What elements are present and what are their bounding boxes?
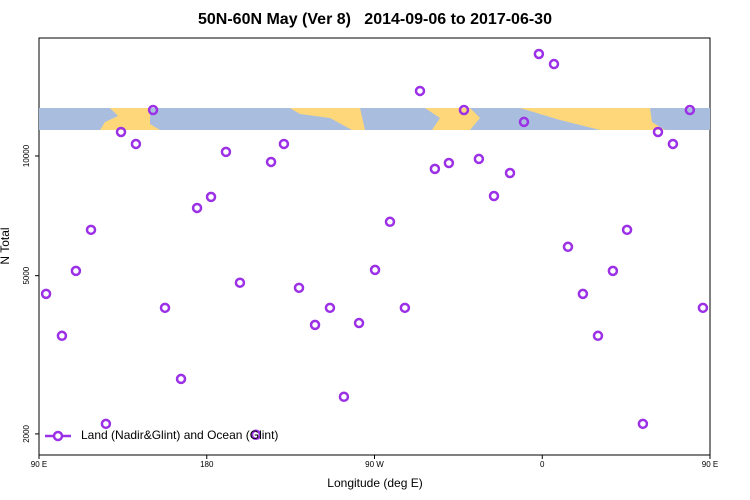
- x-axis-label: Longitude (deg E): [327, 476, 422, 490]
- data-point: [518, 116, 530, 128]
- data-point: [488, 190, 500, 202]
- data-point: [175, 373, 187, 385]
- data-point: [309, 319, 321, 331]
- y-tick-label: 5000: [22, 266, 31, 284]
- x-tick-label: 90 W: [365, 460, 384, 469]
- map-ocean: [39, 108, 710, 130]
- data-point: [384, 216, 396, 228]
- legend-label: Land (Nadir&Glint) and Ocean (Glint): [81, 428, 278, 442]
- data-point: [399, 302, 411, 314]
- data-point: [652, 126, 664, 138]
- data-point: [443, 157, 455, 169]
- data-point: [577, 288, 589, 300]
- data-point: [458, 104, 470, 116]
- data-point: [159, 302, 171, 314]
- data-point: [234, 277, 246, 288]
- data-point: [473, 153, 485, 165]
- y-tick-label: 2000: [22, 424, 31, 442]
- data-point: [115, 126, 127, 138]
- data-point: [429, 163, 441, 175]
- data-point: [684, 104, 696, 116]
- data-point: [369, 264, 381, 276]
- plot-frame: [38, 37, 711, 456]
- data-point: [250, 429, 262, 441]
- x-tick-label: 0: [540, 460, 545, 469]
- data-point: [147, 104, 159, 116]
- data-point: [40, 288, 52, 300]
- x-tick-label: 90 E: [702, 460, 718, 469]
- chart-title: 50N-60N May (Ver 8) 2014-09-06 to 2017-0…: [198, 11, 552, 28]
- map-band: [39, 108, 710, 130]
- y-tick-label: 10000: [22, 144, 31, 167]
- data-point: [504, 167, 516, 179]
- x-tick-label: 180: [200, 460, 214, 469]
- data-point: [533, 48, 545, 60]
- data-point: [621, 224, 633, 236]
- data-point: [697, 302, 709, 314]
- data-point: [265, 156, 277, 168]
- data-point: [637, 418, 649, 430]
- x-tick-label: 90 E: [31, 460, 47, 469]
- data-point: [130, 138, 142, 150]
- data-point: [278, 138, 290, 150]
- data-point: [100, 418, 112, 430]
- data-point: [70, 265, 82, 277]
- data-point: [414, 85, 426, 97]
- data-point: [667, 138, 679, 150]
- data-point: [293, 282, 305, 294]
- data-point: [338, 391, 350, 403]
- data-point: [548, 58, 560, 70]
- data-point: [607, 265, 619, 277]
- data-point: [324, 302, 336, 314]
- data-point: [562, 241, 574, 253]
- data-point: [220, 146, 232, 158]
- data-point: [85, 224, 97, 236]
- legend-marker: [52, 430, 64, 442]
- data-point: [353, 317, 365, 329]
- y-axis-label: N Total: [0, 227, 12, 264]
- data-point: [191, 202, 203, 214]
- data-point: [205, 191, 217, 203]
- data-point: [592, 330, 604, 342]
- data-point: [56, 330, 68, 342]
